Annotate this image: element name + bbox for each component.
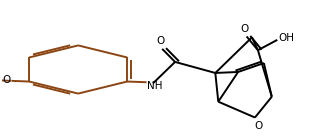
Text: OH: OH	[278, 33, 294, 44]
Text: O: O	[240, 24, 248, 34]
Text: NH: NH	[147, 81, 163, 91]
Text: O: O	[255, 121, 263, 131]
Text: O: O	[156, 36, 165, 46]
Text: O: O	[3, 75, 11, 85]
